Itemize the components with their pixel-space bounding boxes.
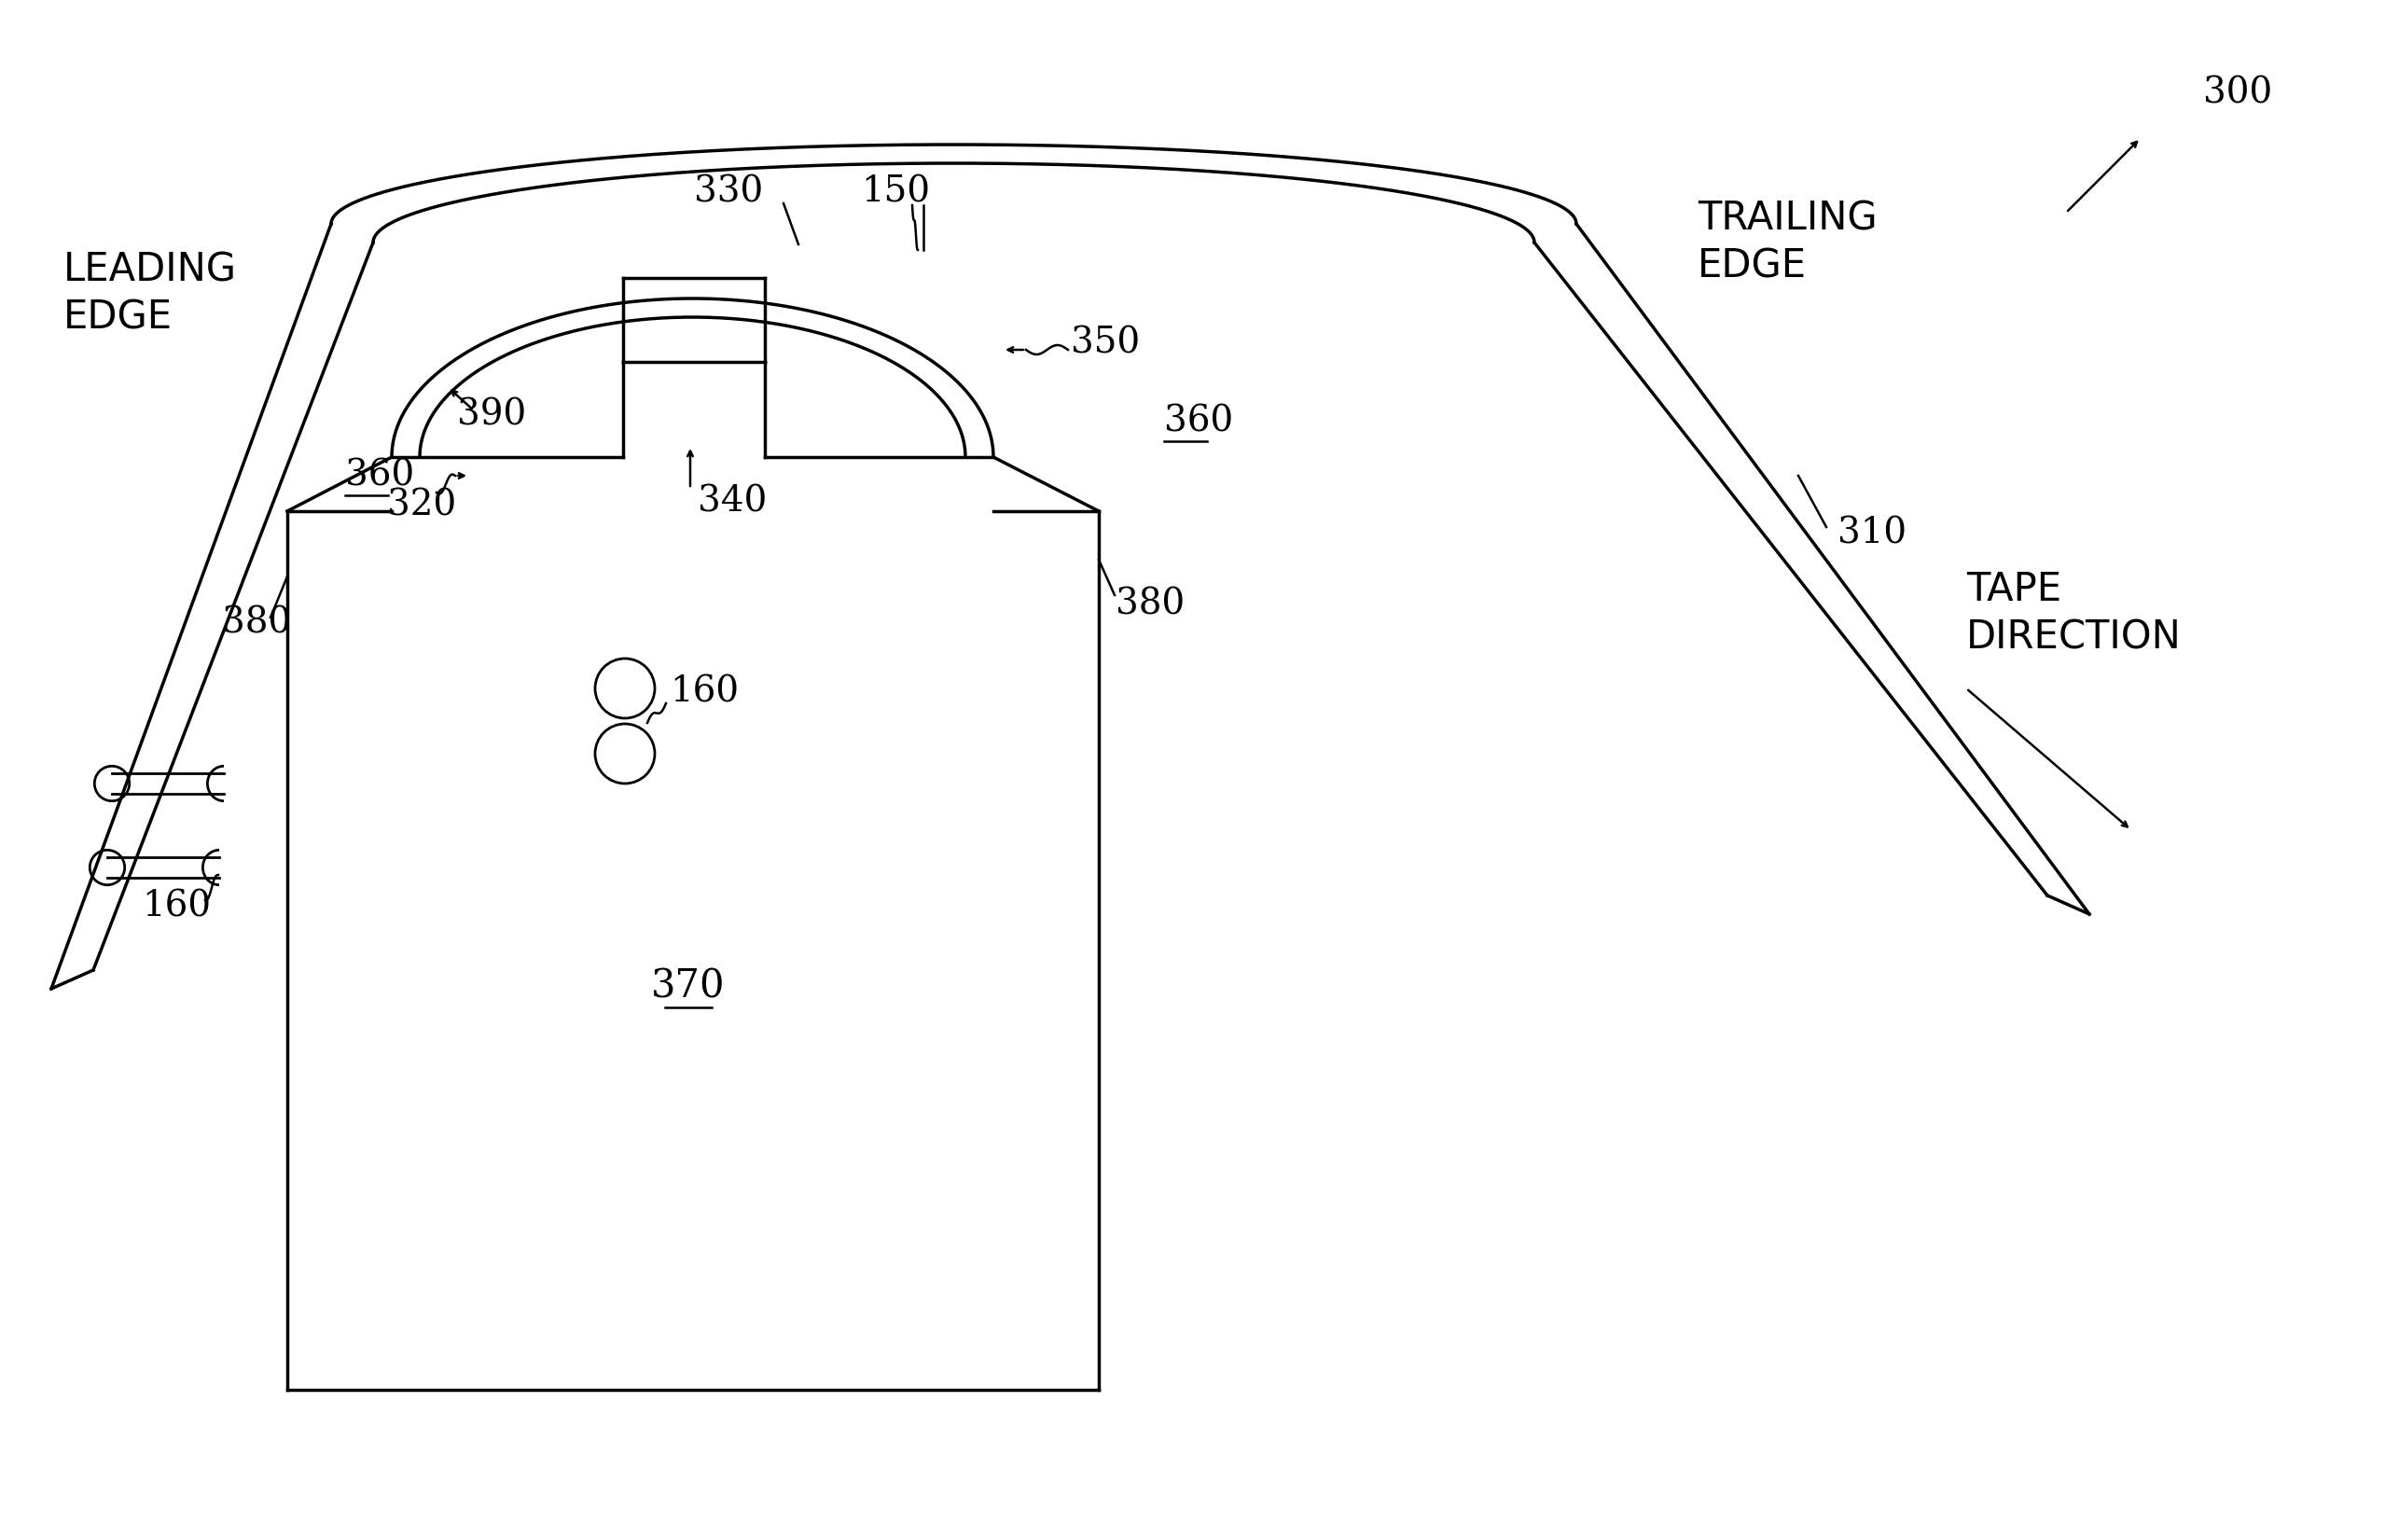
- Text: 150: 150: [861, 176, 931, 209]
- Text: 360: 360: [345, 459, 415, 493]
- Text: 320: 320: [386, 488, 456, 522]
- Text: 380: 380: [223, 605, 290, 641]
- Text: 310: 310: [1838, 516, 1907, 551]
- Text: LEADING
EDGE: LEADING EDGE: [62, 249, 238, 337]
- Text: 390: 390: [458, 397, 525, 433]
- Text: 330: 330: [693, 176, 763, 209]
- Text: TAPE
DIRECTION: TAPE DIRECTION: [1967, 570, 2181, 658]
- Text: 340: 340: [698, 485, 768, 519]
- Text: 360: 360: [1164, 405, 1233, 439]
- Text: 370: 370: [650, 967, 724, 1007]
- Text: 160: 160: [142, 890, 211, 924]
- Text: 380: 380: [1116, 587, 1185, 622]
- Text: 350: 350: [1070, 326, 1140, 360]
- Text: 160: 160: [669, 675, 739, 710]
- Text: 300: 300: [2202, 75, 2272, 111]
- Text: TRAILING
EDGE: TRAILING EDGE: [1698, 199, 1878, 286]
